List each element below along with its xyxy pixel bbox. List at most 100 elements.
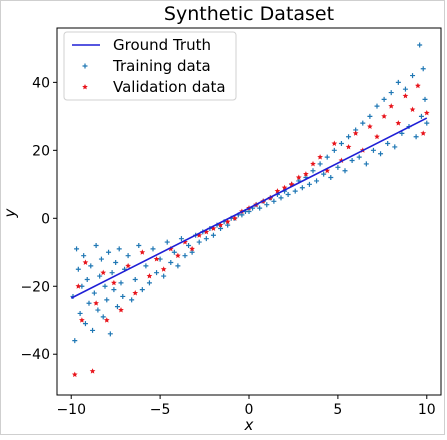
training-point xyxy=(356,154,362,160)
training-point xyxy=(370,147,376,153)
training-point xyxy=(388,90,394,96)
validation-point xyxy=(395,120,402,126)
training-point xyxy=(104,297,110,303)
legend-label: Training data xyxy=(112,57,211,75)
validation-point xyxy=(79,317,85,323)
validation-point xyxy=(111,279,117,286)
validation-point xyxy=(146,273,153,279)
validation-point xyxy=(324,167,331,174)
training-point xyxy=(225,222,231,228)
training-point xyxy=(317,161,323,167)
training-point xyxy=(93,242,99,248)
training-point xyxy=(299,185,305,191)
validation-point xyxy=(82,259,89,265)
training-point xyxy=(98,256,104,262)
training-point xyxy=(114,304,120,310)
training-point xyxy=(402,86,408,92)
x-tick-label: −5 xyxy=(150,402,171,418)
validation-point xyxy=(196,232,203,238)
validation-point xyxy=(310,160,316,167)
training-point xyxy=(116,246,122,252)
training-point xyxy=(410,73,416,79)
training-point xyxy=(136,242,142,248)
y-axis-title: y xyxy=(1,207,19,218)
training-point xyxy=(189,249,195,255)
training-point xyxy=(102,283,108,289)
training-point xyxy=(335,164,341,170)
training-point xyxy=(246,209,252,214)
validation-point xyxy=(203,228,210,235)
training-point xyxy=(310,168,316,174)
validation-point xyxy=(125,262,131,269)
training-point xyxy=(381,96,387,102)
training-point xyxy=(218,225,224,231)
training-point xyxy=(86,300,92,306)
training-point xyxy=(349,158,355,164)
training-point xyxy=(143,263,149,269)
y-tick-label: 20 xyxy=(32,143,50,159)
validation-point xyxy=(381,113,387,119)
training-point xyxy=(109,270,115,276)
training-point xyxy=(417,42,423,48)
legend-items: Ground Truth Training data Validation data xyxy=(72,36,226,96)
validation-point xyxy=(402,92,409,99)
validation-point xyxy=(374,133,380,140)
validation-point xyxy=(217,222,224,228)
plot-content xyxy=(70,42,430,378)
training-point xyxy=(95,307,101,313)
y-tick-label: −40 xyxy=(20,347,50,363)
training-point xyxy=(338,141,344,147)
training-point xyxy=(385,141,391,147)
training-point xyxy=(77,310,83,316)
training-point xyxy=(271,198,277,204)
validation-point xyxy=(423,109,430,116)
y-tick-label: −20 xyxy=(20,279,50,295)
training-point xyxy=(81,253,87,259)
training-point xyxy=(88,263,94,269)
ticks: −10 −5 0 5 10 −40 −20 0 20 40 xyxy=(20,75,435,418)
training-point xyxy=(75,266,81,272)
validation-point xyxy=(153,256,160,262)
legend-label: Ground Truth xyxy=(113,36,211,54)
training-point xyxy=(154,270,160,276)
training-point xyxy=(363,161,369,167)
training-point xyxy=(79,283,85,289)
legend: Ground Truth Training data Validation data xyxy=(63,31,237,101)
training-point xyxy=(178,236,184,242)
training-point xyxy=(74,246,80,252)
validation-point xyxy=(182,239,188,245)
training-point xyxy=(106,249,112,255)
training-point xyxy=(146,280,152,286)
training-point xyxy=(413,134,419,140)
legend-star-swatch xyxy=(82,84,88,90)
training-point xyxy=(210,232,216,238)
training-point xyxy=(285,192,291,198)
validation-point xyxy=(100,269,107,276)
training-point xyxy=(395,79,401,85)
y-tick-label: 40 xyxy=(32,75,50,91)
training-point xyxy=(420,66,426,72)
validation-point xyxy=(103,317,110,323)
training-point xyxy=(111,287,117,293)
training-point xyxy=(186,242,192,248)
training-point xyxy=(139,287,145,293)
validation-point xyxy=(231,215,238,221)
training-point xyxy=(278,195,284,201)
validation-point xyxy=(224,218,231,225)
x-tick-label: 10 xyxy=(418,402,436,418)
training-point xyxy=(164,239,170,245)
validation-point xyxy=(331,140,338,146)
training-point xyxy=(374,103,380,109)
validation-point xyxy=(210,225,217,231)
training-point xyxy=(175,263,181,269)
validation-point xyxy=(295,174,302,180)
training-point xyxy=(100,314,106,320)
validation-point xyxy=(132,290,139,296)
training-point xyxy=(196,239,202,245)
x-axis-title: x xyxy=(244,416,254,434)
training-point xyxy=(203,236,209,242)
validation-point xyxy=(303,171,309,177)
training-point xyxy=(91,290,97,296)
training-point xyxy=(82,321,88,327)
